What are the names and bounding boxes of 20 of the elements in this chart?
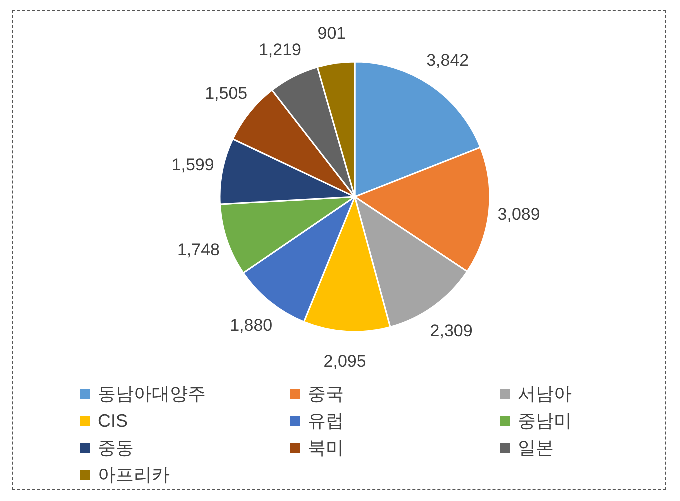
legend-label: 아프리카 [98, 464, 170, 487]
data-label: 2,095 [324, 352, 366, 372]
data-label: 1,880 [230, 316, 273, 335]
data-label: 2,309 [430, 321, 473, 340]
legend-label: CIS [98, 410, 128, 432]
data-label: 3,089 [498, 204, 540, 224]
data-label: 1,505 [205, 84, 248, 104]
legend-label: 중국 [308, 383, 344, 406]
legend-label: 유럽 [308, 410, 344, 433]
data-label: 1,599 [172, 156, 214, 175]
legend-label: 동남아대양주 [98, 383, 206, 406]
legend-label: 일본 [518, 437, 554, 460]
legend-label: 서남아 [518, 383, 572, 406]
data-label: 3,842 [426, 51, 470, 70]
data-label: 901 [318, 24, 346, 44]
data-label: 1,219 [258, 40, 302, 60]
legend-label: 북미 [308, 437, 344, 460]
legend-label: 중남미 [518, 410, 572, 433]
data-label: 1,748 [177, 240, 220, 260]
legend-label: 중동 [98, 437, 134, 460]
